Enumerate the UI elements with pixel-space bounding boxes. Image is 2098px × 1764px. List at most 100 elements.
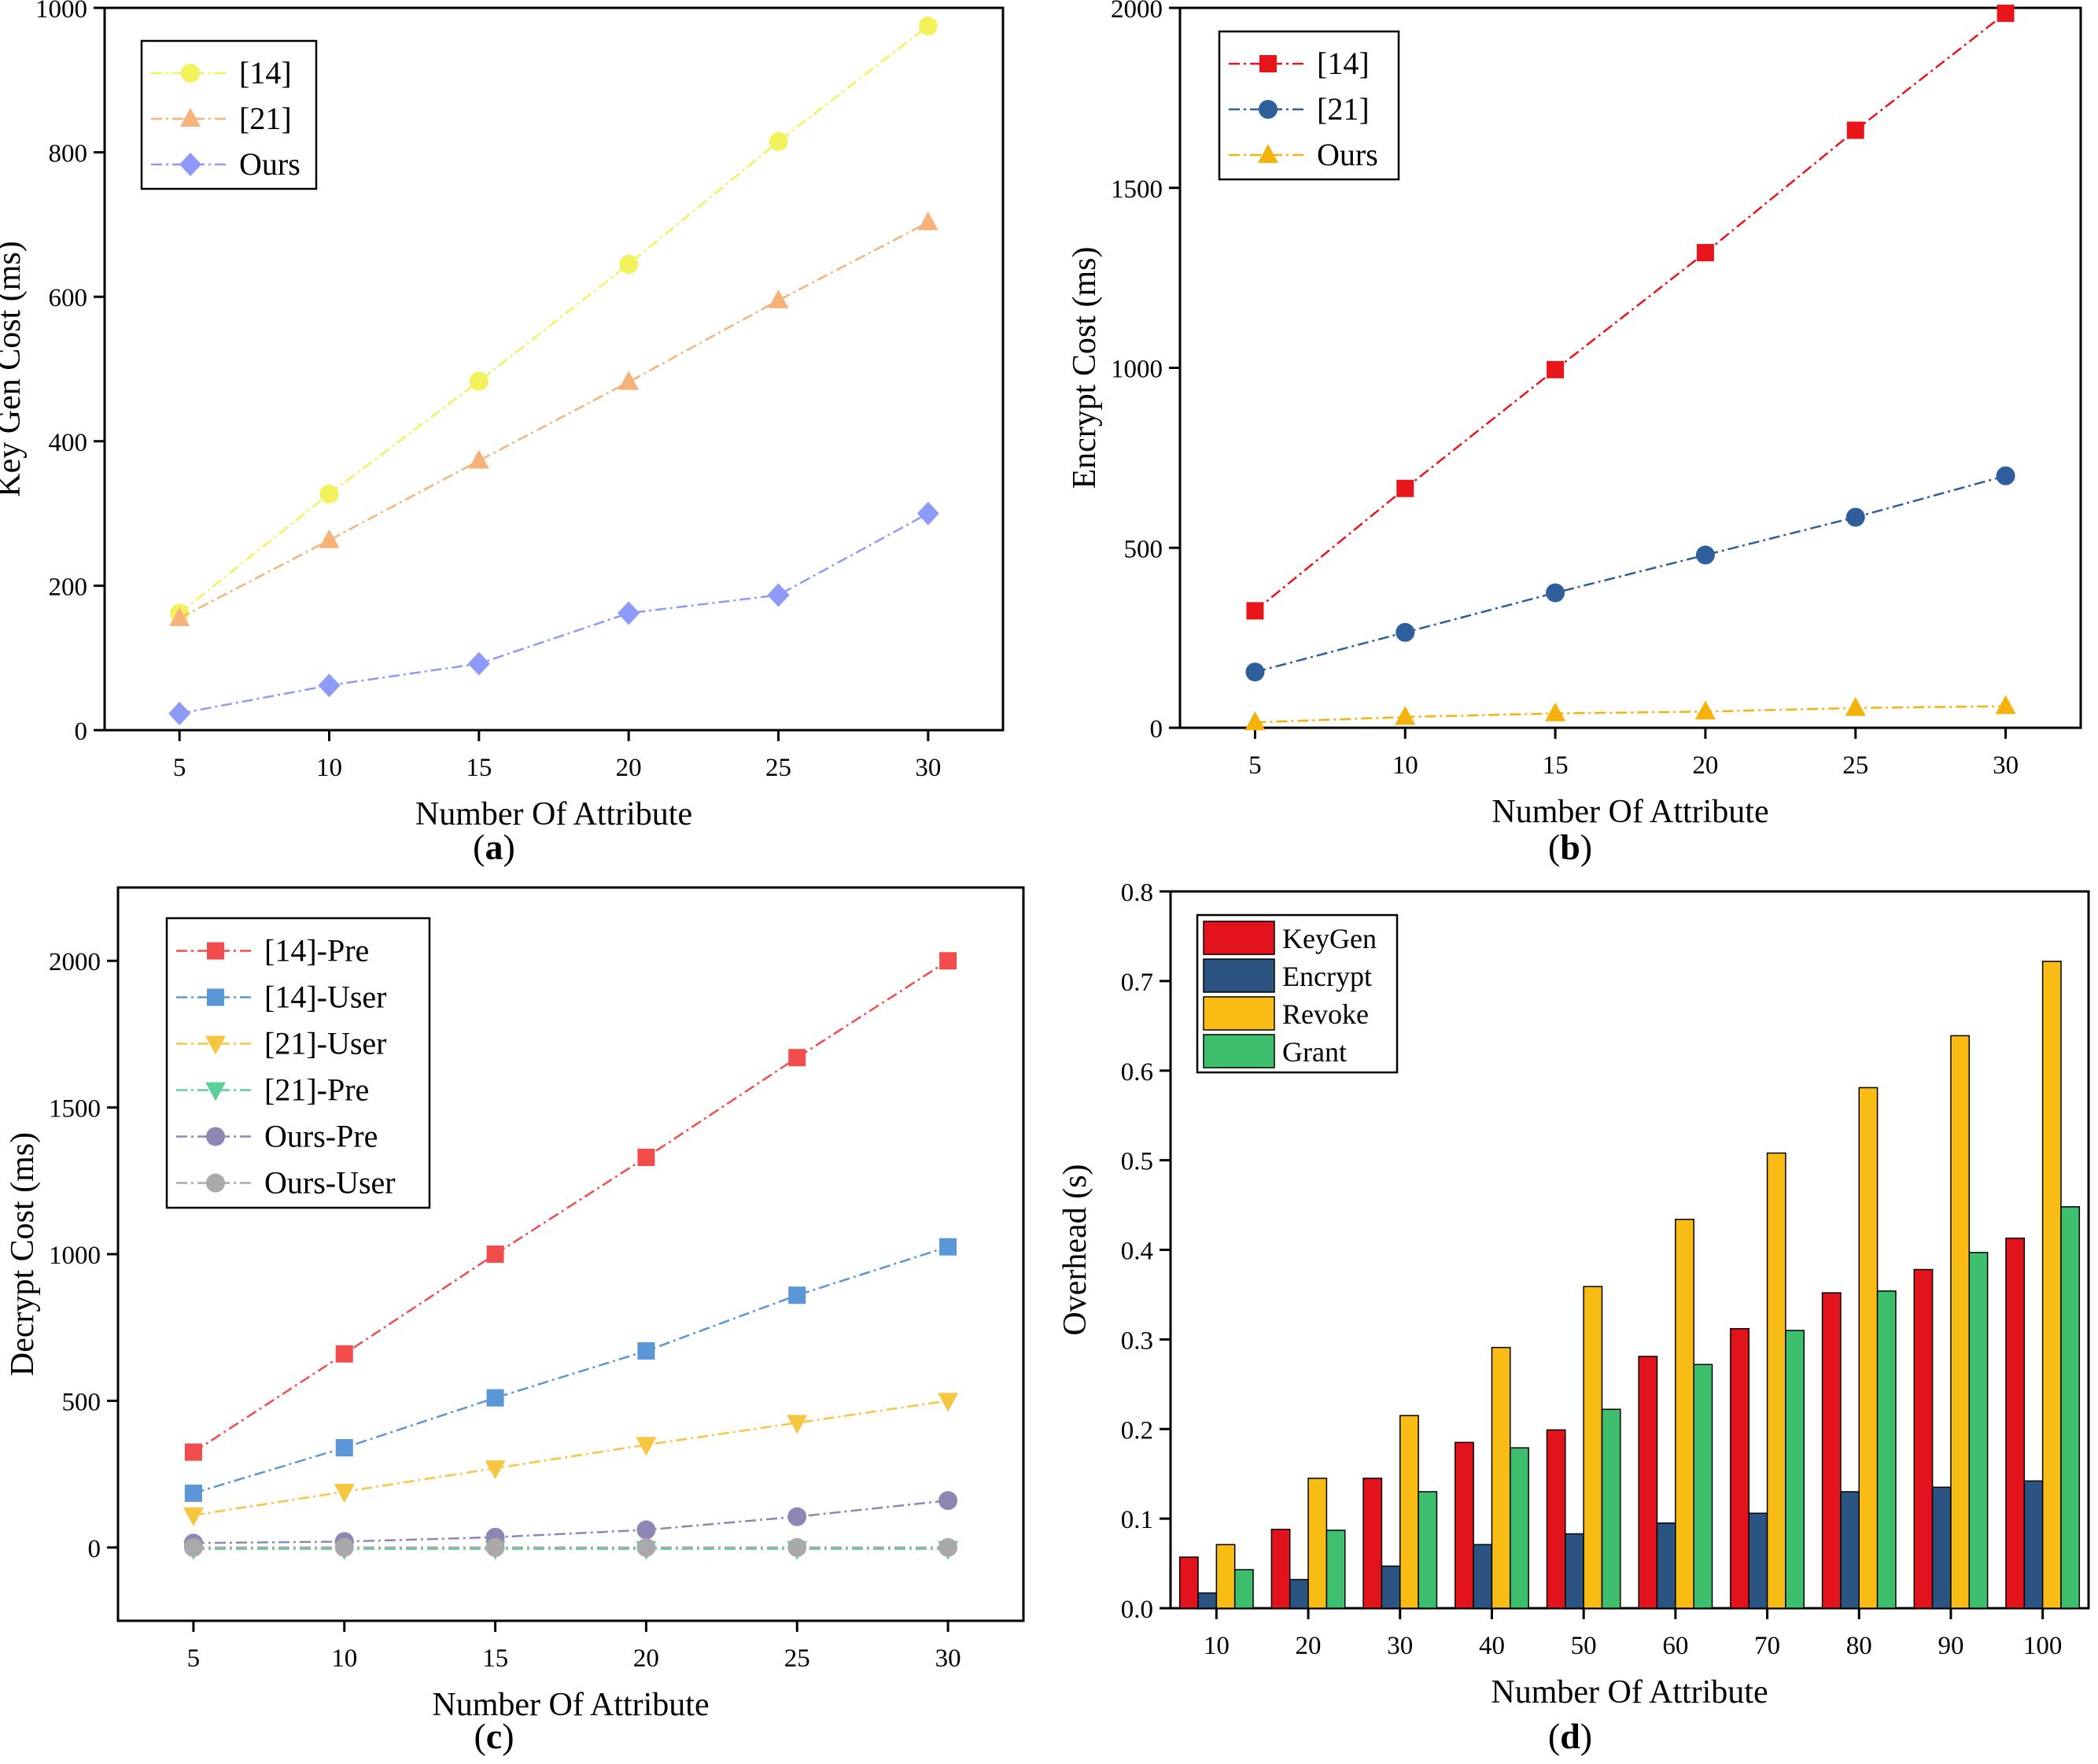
legend-item: [14]-Pre xyxy=(176,933,369,969)
bar xyxy=(1270,1529,1291,1609)
chart-overhead: 0.0 0.1 0.2 0.3 0.4 0.5 0.6 0.7 0.8 Overhead (s) N… xyxy=(1057,879,2090,1710)
data-point xyxy=(939,1238,957,1256)
x-tick-label: 25 xyxy=(765,754,791,782)
y-axis-label: Encrypt Cost (ms) xyxy=(1067,247,1103,489)
bar xyxy=(1233,1569,1254,1609)
bar xyxy=(1858,1087,1879,1609)
legend-item: [14]-User xyxy=(176,980,387,1015)
bar xyxy=(1178,1556,1199,1609)
data-point xyxy=(485,1537,505,1557)
data-point xyxy=(318,673,341,698)
y-tick-label: 0.5 xyxy=(1121,1148,1153,1176)
bar xyxy=(1766,1152,1786,1609)
data-point xyxy=(334,1483,355,1503)
bar xyxy=(1840,1491,1860,1609)
legend-label: [21]-Pre xyxy=(264,1072,369,1108)
series-line xyxy=(193,1499,949,1544)
x-tick-label: 20 xyxy=(616,754,642,782)
data-point xyxy=(916,501,939,526)
data-point xyxy=(1244,711,1266,731)
bar xyxy=(1455,1441,1474,1609)
data-point xyxy=(1245,662,1265,682)
y-tick-label: 0 xyxy=(1150,715,1163,744)
series-14 xyxy=(170,16,938,623)
data-point xyxy=(938,1491,958,1511)
x-tick-label: 10 xyxy=(316,754,342,782)
data-point xyxy=(1395,706,1416,725)
panel-label-b: (b) xyxy=(1548,827,1592,867)
legend: [14]-Pre [14]-User [21]-User [21]-Pre Ours-P… xyxy=(165,917,431,1209)
legend: [14] [21] Ours xyxy=(1218,30,1400,181)
legend-label: Ours-User xyxy=(264,1165,396,1201)
legend-label: [21]-User xyxy=(264,1026,387,1061)
data-point xyxy=(767,583,790,607)
bar xyxy=(1418,1491,1438,1609)
bar xyxy=(2041,961,2062,1609)
legend: [14] [21] Ours xyxy=(140,39,318,190)
bar xyxy=(1307,1478,1328,1609)
series-grant xyxy=(1233,1206,2081,1609)
data-point xyxy=(1396,622,1415,642)
x-tick-label: 10 xyxy=(1392,751,1418,780)
series-line xyxy=(1255,474,2006,673)
data-point xyxy=(1996,466,2015,485)
legend-item: [21] xyxy=(151,101,292,136)
bar xyxy=(1950,1035,1971,1609)
data-point xyxy=(618,601,640,626)
x-tick-label: 5 xyxy=(187,1644,201,1673)
x-tick-label: 20 xyxy=(633,1644,659,1673)
data-point xyxy=(636,1437,657,1456)
data-point xyxy=(1995,695,2016,714)
x-tick-label: 20 xyxy=(1296,1632,1322,1660)
legend-box xyxy=(140,39,318,190)
legend-label: Ours xyxy=(239,146,301,182)
x-tick-label: 50 xyxy=(1571,1632,1597,1660)
data-point xyxy=(768,289,789,308)
legend-marker xyxy=(180,108,201,127)
series-line xyxy=(193,1246,949,1495)
chart-encrypt-cost: 0 500 1000 1500 2000 Encrypt Cost (ms) Number … xyxy=(1067,0,2082,830)
x-tick-label: 30 xyxy=(1387,1632,1413,1660)
legend-label: Ours-Pre xyxy=(264,1119,378,1154)
bar xyxy=(2005,1237,2026,1609)
bar xyxy=(1675,1219,1694,1609)
series-21-pre xyxy=(183,1541,959,1560)
data-point xyxy=(485,1460,506,1480)
legend-item: [14] xyxy=(151,55,292,90)
y-tick-label: 0.3 xyxy=(1121,1327,1153,1355)
chart-key-gen-cost: 0 200 400 600 800 1000 Key Gen Cost (ms) Number… xyxy=(0,0,1005,832)
data-point xyxy=(618,371,640,390)
data-point xyxy=(769,131,788,151)
y-tick-label: 800 xyxy=(49,140,88,168)
series-ours xyxy=(1244,695,2016,731)
bar xyxy=(1381,1565,1401,1609)
y-tick-label: 600 xyxy=(49,284,88,312)
legend-label: Revoke xyxy=(1282,998,1369,1030)
data-point xyxy=(1694,700,1716,720)
legend-marker xyxy=(1259,100,1278,119)
bar xyxy=(1473,1544,1493,1609)
bar xyxy=(1638,1356,1658,1609)
y-axis-label: Decrypt Cost (ms) xyxy=(5,1132,41,1376)
data-point xyxy=(1846,121,1864,139)
series-21-user xyxy=(183,1393,959,1526)
series-21 xyxy=(1245,466,2015,682)
legend-swatch xyxy=(1203,921,1275,955)
series-line xyxy=(179,221,929,619)
series-line xyxy=(179,24,929,614)
y-tick-label: 200 xyxy=(49,573,88,601)
legend-marker xyxy=(1259,55,1277,72)
data-point xyxy=(1246,602,1264,620)
chart-decrypt-cost: 0 500 1000 1500 2000 Decrypt Cost (ms) Number … xyxy=(5,886,1025,1723)
data-point xyxy=(636,1537,656,1557)
bar xyxy=(1546,1429,1566,1609)
x-tick-label: 60 xyxy=(1662,1632,1688,1660)
y-tick-label: 400 xyxy=(49,429,88,457)
legend-marker xyxy=(207,988,224,1006)
legend-item: [21]-User xyxy=(176,1026,387,1061)
bar xyxy=(1730,1327,1750,1609)
data-point xyxy=(1547,360,1565,378)
legend-label: [14]-Pre xyxy=(264,933,369,969)
data-point xyxy=(168,701,191,725)
legend-marker xyxy=(207,942,224,960)
